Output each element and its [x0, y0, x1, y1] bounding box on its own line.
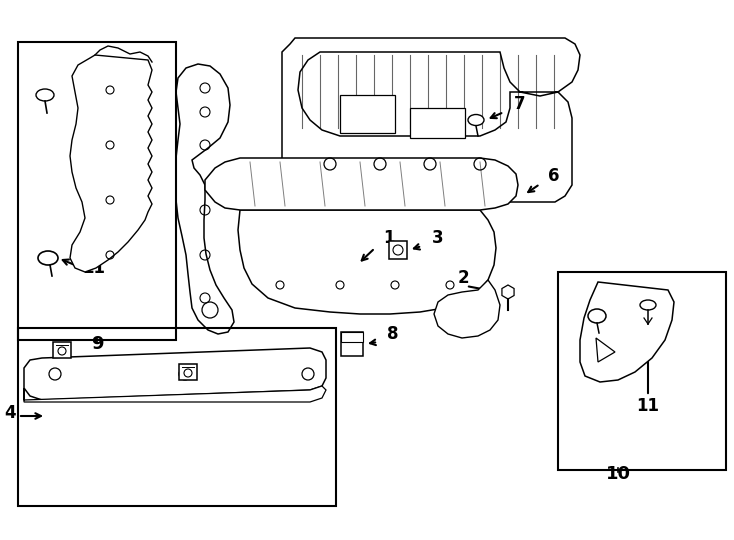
Text: 6: 6: [548, 167, 559, 185]
Text: 9: 9: [91, 335, 103, 353]
Ellipse shape: [38, 251, 58, 265]
Polygon shape: [580, 282, 674, 382]
Ellipse shape: [588, 309, 606, 323]
Text: 5: 5: [179, 351, 191, 369]
Bar: [18, 328, 336, 506]
Polygon shape: [70, 55, 152, 272]
Polygon shape: [434, 280, 500, 338]
Bar: [179, 364, 197, 380]
Polygon shape: [238, 210, 496, 314]
Ellipse shape: [468, 114, 484, 125]
Bar: [341, 332, 363, 356]
Bar: [389, 241, 407, 259]
Polygon shape: [205, 158, 518, 210]
Bar: [340, 95, 395, 133]
Text: 7: 7: [514, 95, 526, 113]
Ellipse shape: [36, 89, 54, 101]
Bar: [53, 342, 71, 358]
Ellipse shape: [640, 300, 656, 310]
Text: 1: 1: [383, 229, 394, 247]
Text: 8: 8: [387, 325, 399, 343]
Polygon shape: [596, 338, 615, 362]
Polygon shape: [24, 348, 326, 400]
Text: 11: 11: [82, 259, 106, 277]
Bar: [558, 272, 726, 470]
Polygon shape: [24, 386, 326, 402]
Bar: [18, 42, 176, 340]
Bar: [341, 332, 363, 342]
Text: 3: 3: [432, 229, 443, 247]
Text: 10: 10: [606, 465, 631, 483]
Polygon shape: [282, 38, 580, 202]
Polygon shape: [176, 64, 234, 334]
Text: 4: 4: [4, 404, 16, 422]
Text: 2: 2: [458, 269, 470, 287]
Text: 11: 11: [636, 397, 660, 415]
Bar: [410, 108, 465, 138]
